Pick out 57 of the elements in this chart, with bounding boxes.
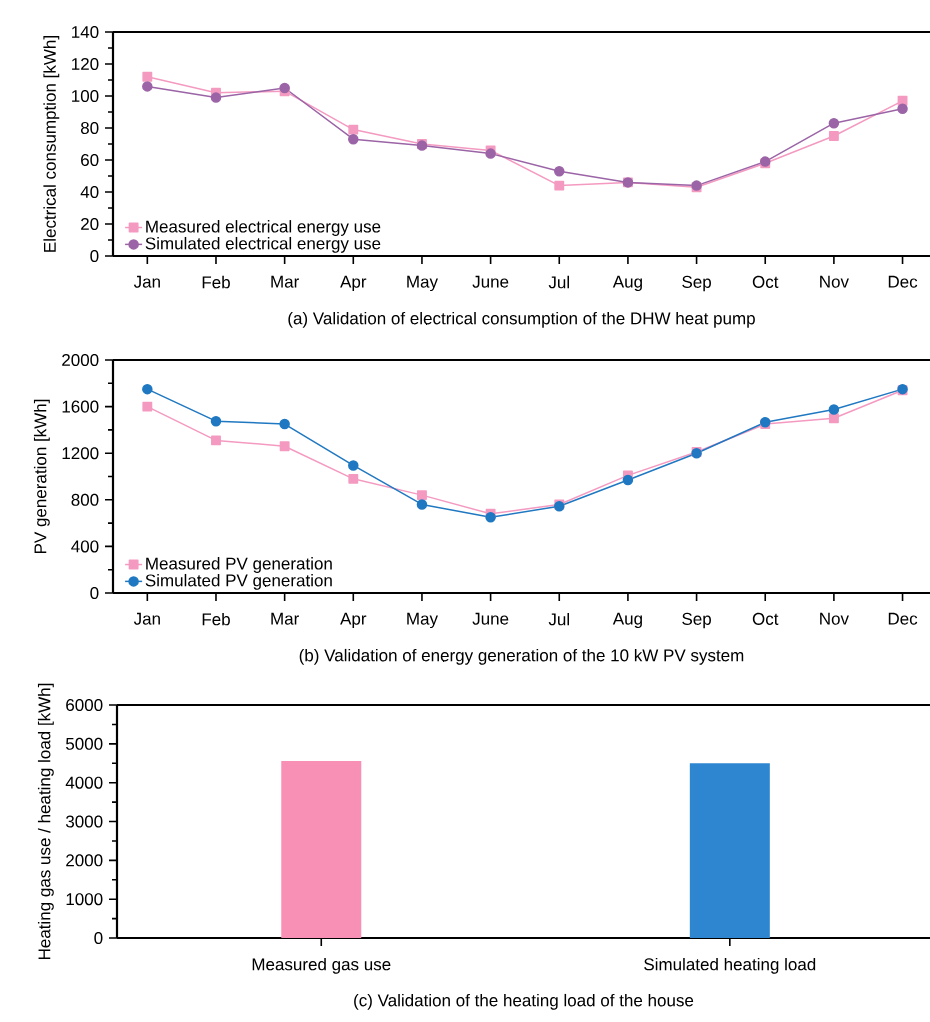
- x-tick-label: Nov: [820, 275, 849, 288]
- y-tick-label: 4000: [65, 776, 103, 789]
- x-tick-label: Dec: [888, 275, 918, 288]
- y-tick-label: 800: [71, 493, 99, 506]
- y-tick-label: 100: [72, 89, 99, 103]
- legend-label: Simulated PV generation: [145, 573, 332, 590]
- x-tick-label: Sep: [682, 275, 711, 292]
- y-tick-label: 1200: [62, 447, 99, 460]
- y-tick-label: 20: [81, 217, 99, 231]
- y-tick-label: 120: [72, 57, 99, 71]
- x-tick-label: Aug: [612, 612, 642, 629]
- y-tick-label: 0: [90, 249, 99, 263]
- x-tick-label: Mar: [271, 612, 299, 625]
- y-tick-label: 400: [71, 540, 99, 553]
- y-tick-label: 1000: [66, 893, 103, 906]
- y-tick-label: 2000: [66, 854, 103, 867]
- x-tick-label: Aug: [612, 275, 642, 292]
- y-tick-label: 80: [80, 121, 99, 135]
- x-tick-label: Apr: [340, 612, 367, 629]
- x-tick-label: Mar: [271, 275, 299, 288]
- legend-label: Simulated electrical energy use: [145, 236, 381, 253]
- x-tick-label: June: [472, 275, 509, 288]
- y-tick-label: 0: [90, 586, 99, 600]
- y-tick-label: 0: [94, 931, 103, 945]
- x-tick-label: Jul: [548, 612, 569, 626]
- y-tick-label: 3000: [65, 815, 103, 828]
- x-tick-label: Nov: [820, 612, 849, 625]
- text: (b) Validation of energy generation of the 10 kW PV system: [299, 648, 744, 665]
- legend-label: Measured PV generation: [146, 557, 332, 573]
- x-tick-label: Sep: [682, 612, 711, 629]
- text: (c) Validation of the heating load of the house: [354, 993, 694, 1010]
- y-tick-label: 140: [72, 25, 99, 39]
- y-tick-label: 2000: [62, 353, 99, 367]
- x-tick-label: Oct: [752, 612, 779, 625]
- x-tick-label: Feb: [202, 275, 230, 289]
- x-tick-label: Jan: [133, 612, 160, 625]
- x-tick-label: Apr: [340, 275, 367, 292]
- x-tick-label: Dec: [888, 612, 918, 625]
- y-tick-label: 5000: [66, 737, 103, 750]
- x-tick-label: Feb: [202, 612, 230, 626]
- y-tick-label: 60: [81, 153, 99, 167]
- y-tick-label: 1600: [62, 400, 99, 413]
- y-axis-title: Electrical consumption [kWh]: [43, 36, 60, 252]
- x-tick-label: May: [407, 275, 438, 292]
- x-tick-label: Simulated heating load: [644, 957, 816, 974]
- y-tick-label: 40: [80, 185, 99, 199]
- y-axis-title: PV generation [kWh]: [33, 399, 50, 554]
- y-axis-title: Heating gas use / heating load [kWh]: [37, 683, 54, 960]
- x-tick-label: May: [407, 612, 438, 629]
- text: (a) Validation of electrical consumption of the DHW heat pump: [288, 311, 755, 328]
- x-tick-label: June: [472, 612, 509, 625]
- x-tick-label: Oct: [752, 275, 779, 288]
- x-tick-label: Jan: [133, 275, 160, 288]
- x-tick-label: Jul: [548, 275, 569, 289]
- y-tick-label: 6000: [66, 698, 103, 712]
- legend-label: Measured electrical energy use: [146, 220, 381, 236]
- x-tick-label: Measured gas use: [252, 957, 391, 974]
